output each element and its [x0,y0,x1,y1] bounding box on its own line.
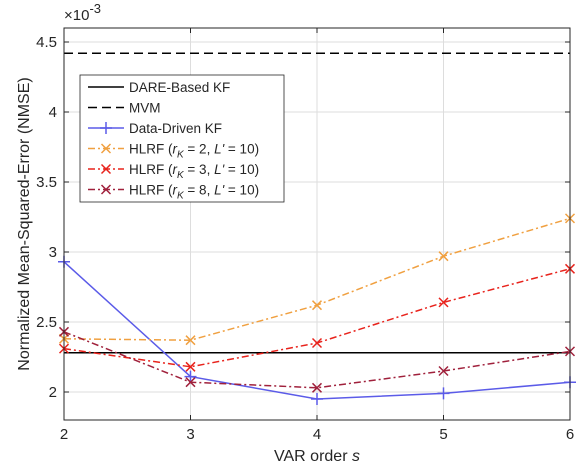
data-point-marker [185,377,196,388]
legend-label-part: K [177,191,185,202]
x-axis-label-text: VAR order [274,448,348,465]
y-exponent-base: ×10 [64,7,89,24]
data-point-marker [437,387,450,400]
legend-box [79,74,285,203]
legend-label-part: r [173,142,178,157]
x-tick-label: 2 [60,426,68,443]
legend-label-part: K [177,150,185,161]
x-tick-label: 6 [566,426,574,443]
legend-label-0: DARE-Based KF [129,80,230,95]
legend-label-part: K [177,170,185,181]
legend-label-part: L' [214,142,225,157]
legend-label-part: = 10) [224,183,259,198]
series-line-5 [63,331,571,389]
legend-label-part: L' [214,183,225,198]
legend-label-part: = 2, [184,142,214,157]
legend-label-part: = 10) [224,142,259,157]
legend-label-3: HLRF (rK = 2, L' = 10) [129,142,259,161]
legend-label-part: = 3, [184,162,214,177]
x-tick-label: 4 [313,426,321,443]
y-exponent-power: -3 [89,1,101,16]
data-point-marker [311,382,323,393]
data-point-marker [100,163,112,175]
legend-label-1: MVM [129,101,161,116]
x-axis-label: VAR order s [274,448,360,465]
data-point-marker [311,300,323,311]
data-point-marker [438,251,449,262]
legend-label-part: HLRF ( [129,183,173,198]
data-point-marker [438,297,449,308]
legend-label-4: HLRF (rK = 3, L' = 10) [129,162,259,181]
data-point-marker [438,365,449,377]
data-point-marker [311,337,323,349]
axis-ticks [63,28,571,420]
tick-labels: 2 3 4 5 6 2 2.5 3 3.5 4 4.5 [36,34,574,443]
x-tick-label: 5 [439,426,447,443]
y-tick-label: 2 [49,384,57,401]
y-exponent: ×10-3 [64,1,101,24]
y-tick-label: 3 [49,244,57,261]
data-point-marker [185,361,196,372]
legend-label-part: r [173,162,178,177]
data-point-marker [311,393,323,405]
data-point-marker [100,143,112,154]
series-markers [58,213,576,405]
legend-label-part: r [173,183,178,198]
legend-label-part: = 10) [224,162,259,177]
legend-label-part: L' [214,162,225,177]
legend-label-part: DARE-Based KF [129,80,230,95]
legend-label-part: Data-Driven KF [129,121,222,136]
y-tick-label: 4 [49,104,57,121]
data-point-marker [100,184,112,195]
legend-label-5: HLRF (rK = 8, L' = 10) [129,183,259,202]
legend-label-part: MVM [129,101,161,116]
y-tick-label: 3.5 [36,174,57,191]
data-point-marker [100,122,112,134]
legend-label-part: HLRF ( [129,162,173,177]
data-point-marker [184,370,197,383]
x-tick-label: 3 [186,426,194,443]
y-axis-label: Normalized Mean-Squared-Error (NMSE) [16,77,33,370]
data-point-marker [185,335,196,346]
y-tick-label: 4.5 [36,34,57,51]
legend-label-2: Data-Driven KF [129,121,222,136]
legend-label-part: = 8, [184,183,214,198]
legend-label-part: HLRF ( [129,142,173,157]
x-axis-label-symbol: s [352,448,360,465]
y-tick-label: 2.5 [36,314,57,331]
